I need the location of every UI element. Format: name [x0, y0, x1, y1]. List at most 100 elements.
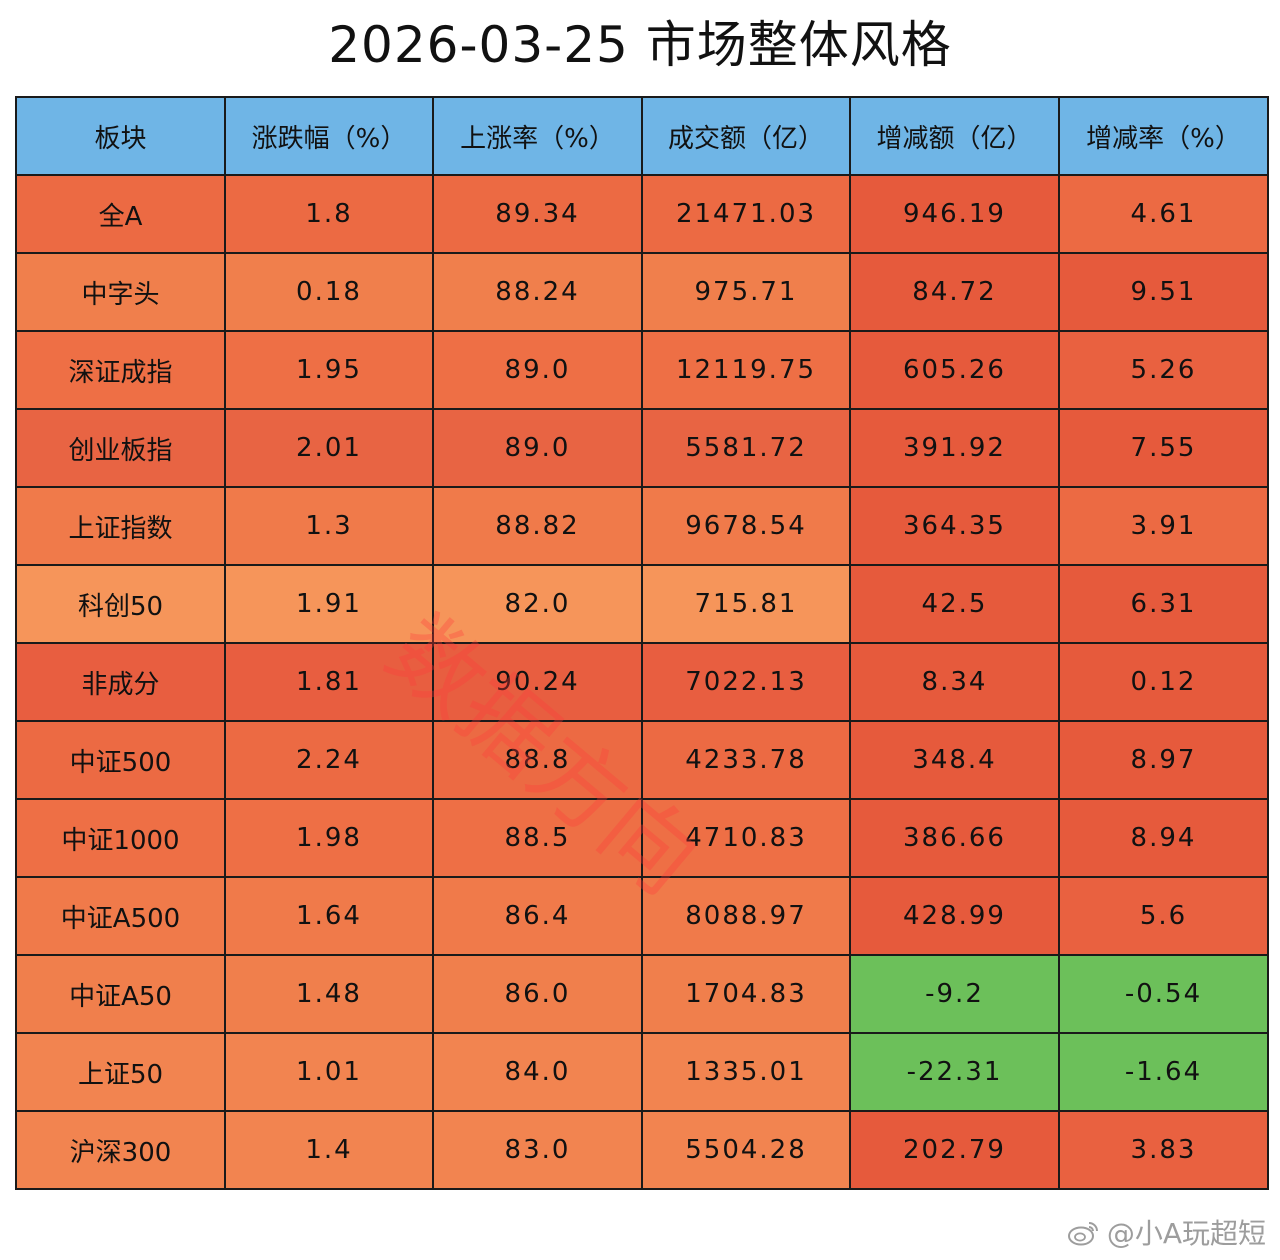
table-row: 沪深300 1.4 83.0 5504.28 202.79 3.83 [15, 1110, 1269, 1190]
value-cell: 1.48 [224, 954, 434, 1034]
value-cell: 88.8 [432, 720, 643, 800]
table-row: 中字头 0.18 88.24 975.71 84.72 9.51 [15, 252, 1269, 332]
row-label-cell: 上证50 [15, 1032, 226, 1112]
value-cell: -0.54 [1058, 954, 1269, 1034]
value-cell: 84.0 [432, 1032, 643, 1112]
value-cell: 88.5 [432, 798, 643, 878]
value-cell: 0.18 [224, 252, 434, 332]
value-cell: -22.31 [849, 1032, 1060, 1112]
row-label-cell: 非成分 [15, 642, 226, 722]
table-row: 非成分 1.81 90.24 7022.13 8.34 0.12 [15, 642, 1269, 722]
value-cell: 605.26 [849, 330, 1060, 410]
row-label-cell: 深证成指 [15, 330, 226, 410]
table-row: 中证500 2.24 88.8 4233.78 348.4 8.97 [15, 720, 1269, 800]
row-label-cell: 中证1000 [15, 798, 226, 878]
column-header: 成交额（亿） [641, 96, 851, 176]
table-row: 上证50 1.01 84.0 1335.01 -22.31 -1.64 [15, 1032, 1269, 1112]
value-cell: 9678.54 [641, 486, 851, 566]
value-cell: 83.0 [432, 1110, 643, 1190]
column-header: 增减率（%） [1058, 96, 1269, 176]
table-header-row: 板块 涨跌幅（%） 上涨率（%） 成交额（亿） 增减额（亿） 增减率（%） [15, 96, 1269, 176]
value-cell: 89.0 [432, 330, 643, 410]
value-cell: 7.55 [1058, 408, 1269, 488]
table-row: 深证成指 1.95 89.0 12119.75 605.26 5.26 [15, 330, 1269, 410]
credit-text: @小A玩超短 [1106, 1217, 1266, 1250]
value-cell: 4.61 [1058, 174, 1269, 254]
value-cell: 12119.75 [641, 330, 851, 410]
value-cell: 1704.83 [641, 954, 851, 1034]
value-cell: 5504.28 [641, 1110, 851, 1190]
value-cell: 946.19 [849, 174, 1060, 254]
credit-badge: @小A玩超短 [1067, 1212, 1266, 1252]
value-cell: 86.0 [432, 954, 643, 1034]
value-cell: 86.4 [432, 876, 643, 956]
value-cell: 8.97 [1058, 720, 1269, 800]
value-cell: 1.8 [224, 174, 434, 254]
page-title: 2026-03-25 市场整体风格 [328, 16, 952, 74]
table-row: 上证指数 1.3 88.82 9678.54 364.35 3.91 [15, 486, 1269, 566]
value-cell: 4233.78 [641, 720, 851, 800]
row-label-cell: 科创50 [15, 564, 226, 644]
value-cell: 7022.13 [641, 642, 851, 722]
value-cell: 2.24 [224, 720, 434, 800]
value-cell: 8.34 [849, 642, 1060, 722]
value-cell: 2.01 [224, 408, 434, 488]
market-style-table-wrap: 板块 涨跌幅（%） 上涨率（%） 成交额（亿） 增减额（亿） 增减率（%） 全A 1.8 89… [15, 96, 1269, 1192]
value-cell: 428.99 [849, 876, 1060, 956]
value-cell: 364.35 [849, 486, 1060, 566]
table-row: 中证A500 1.64 86.4 8088.97 428.99 5.6 [15, 876, 1269, 956]
value-cell: 1.95 [224, 330, 434, 410]
table-row: 科创50 1.91 82.0 715.81 42.5 6.31 [15, 564, 1269, 644]
value-cell: 3.91 [1058, 486, 1269, 566]
weibo-icon [1067, 1222, 1098, 1246]
value-cell: 89.0 [432, 408, 643, 488]
value-cell: 88.24 [432, 252, 643, 332]
value-cell: 0.12 [1058, 642, 1269, 722]
value-cell: 1.81 [224, 642, 434, 722]
value-cell: 386.66 [849, 798, 1060, 878]
value-cell: 5.6 [1058, 876, 1269, 956]
value-cell: 9.51 [1058, 252, 1269, 332]
table-row: 中证A50 1.48 86.0 1704.83 -9.2 -0.54 [15, 954, 1269, 1034]
table-row: 全A 1.8 89.34 21471.03 946.19 4.61 [15, 174, 1269, 254]
table-row: 中证1000 1.98 88.5 4710.83 386.66 8.94 [15, 798, 1269, 878]
value-cell: 3.83 [1058, 1110, 1269, 1190]
value-cell: 348.4 [849, 720, 1060, 800]
value-cell: 1.01 [224, 1032, 434, 1112]
market-style-table: 板块 涨跌幅（%） 上涨率（%） 成交额（亿） 增减额（亿） 增减率（%） 全A 1.8 89… [15, 96, 1269, 1190]
value-cell: 1335.01 [641, 1032, 851, 1112]
row-label-cell: 创业板指 [15, 408, 226, 488]
column-header: 板块 [15, 96, 226, 176]
value-cell: 1.4 [224, 1110, 434, 1190]
value-cell: 89.34 [432, 174, 643, 254]
column-header: 涨跌幅（%） [224, 96, 434, 176]
value-cell: 1.98 [224, 798, 434, 878]
value-cell: 8088.97 [641, 876, 851, 956]
value-cell: 42.5 [849, 564, 1060, 644]
value-cell: 8.94 [1058, 798, 1269, 878]
row-label-cell: 中证A50 [15, 954, 226, 1034]
value-cell: 4710.83 [641, 798, 851, 878]
value-cell: -1.64 [1058, 1032, 1269, 1112]
value-cell: 6.31 [1058, 564, 1269, 644]
row-label-cell: 上证指数 [15, 486, 226, 566]
column-header: 上涨率（%） [432, 96, 643, 176]
value-cell: 5581.72 [641, 408, 851, 488]
table-body: 全A 1.8 89.34 21471.03 946.19 4.61 中字头 0.18 88.24… [15, 174, 1269, 1190]
row-label-cell: 中字头 [15, 252, 226, 332]
value-cell: 975.71 [641, 252, 851, 332]
value-cell: 715.81 [641, 564, 851, 644]
value-cell: 1.3 [224, 486, 434, 566]
row-label-cell: 中证500 [15, 720, 226, 800]
value-cell: 21471.03 [641, 174, 851, 254]
value-cell: 391.92 [849, 408, 1060, 488]
value-cell: 88.82 [432, 486, 643, 566]
value-cell: -9.2 [849, 954, 1060, 1034]
row-label-cell: 全A [15, 174, 226, 254]
row-label-cell: 沪深300 [15, 1110, 226, 1190]
row-label-cell: 中证A500 [15, 876, 226, 956]
value-cell: 1.91 [224, 564, 434, 644]
value-cell: 82.0 [432, 564, 643, 644]
table-row: 创业板指 2.01 89.0 5581.72 391.92 7.55 [15, 408, 1269, 488]
value-cell: 202.79 [849, 1110, 1060, 1190]
